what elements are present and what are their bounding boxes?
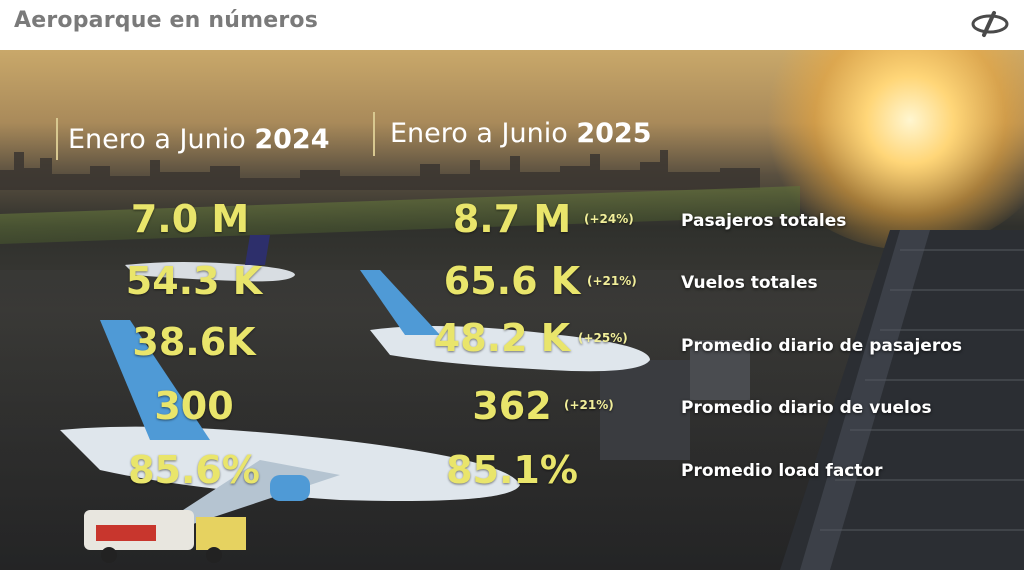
metric-label: Promedio diario de pasajeros [681, 336, 963, 356]
airplane-large [60, 320, 520, 525]
terminal-building [600, 230, 1024, 570]
header-bar: Aeroparque en números [0, 0, 1024, 50]
page-title: Aeroparque en números [14, 8, 319, 33]
airline-logo-icon [971, 11, 1009, 37]
column-divider-2025 [373, 112, 375, 156]
value-2024: 7.0 M [130, 197, 250, 241]
column-divider-2024 [56, 118, 58, 160]
value-2025: 48.2 K [433, 316, 571, 360]
airport-background-photo [0, 50, 1024, 570]
value-2025: 65.6 K [443, 259, 581, 303]
city-skyline [0, 150, 760, 190]
column-prefix: Enero a Junio [390, 118, 568, 149]
column-header-2025: Enero a Junio 2025 [390, 118, 651, 149]
change-percent: (+21%) [564, 398, 614, 412]
value-2024: 38.6K [132, 320, 256, 364]
value-2025: 85.1% [446, 448, 578, 492]
column-header-2024: Enero a Junio 2024 [68, 124, 329, 155]
fuel-truck [84, 510, 246, 563]
value-2025: 362 [472, 384, 552, 428]
airplane-mid [360, 270, 650, 372]
change-percent: (+25%) [578, 331, 628, 345]
column-prefix: Enero a Junio [68, 124, 246, 155]
metric-label: Promedio load factor [681, 461, 883, 481]
metric-label: Promedio diario de vuelos [681, 398, 932, 418]
metric-label: Pasajeros totales [681, 211, 847, 231]
value-2024: 54.3 K [125, 259, 263, 303]
value-2024: 85.6% [128, 448, 260, 492]
column-year: 2024 [254, 124, 330, 155]
change-percent: (+24%) [584, 212, 634, 226]
change-percent: (+21%) [587, 274, 637, 288]
value-2024: 300 [154, 384, 234, 428]
value-2025: 8.7 M [452, 197, 572, 241]
column-year: 2025 [576, 118, 652, 149]
airplane-far [125, 235, 295, 282]
metric-label: Vuelos totales [681, 273, 818, 293]
